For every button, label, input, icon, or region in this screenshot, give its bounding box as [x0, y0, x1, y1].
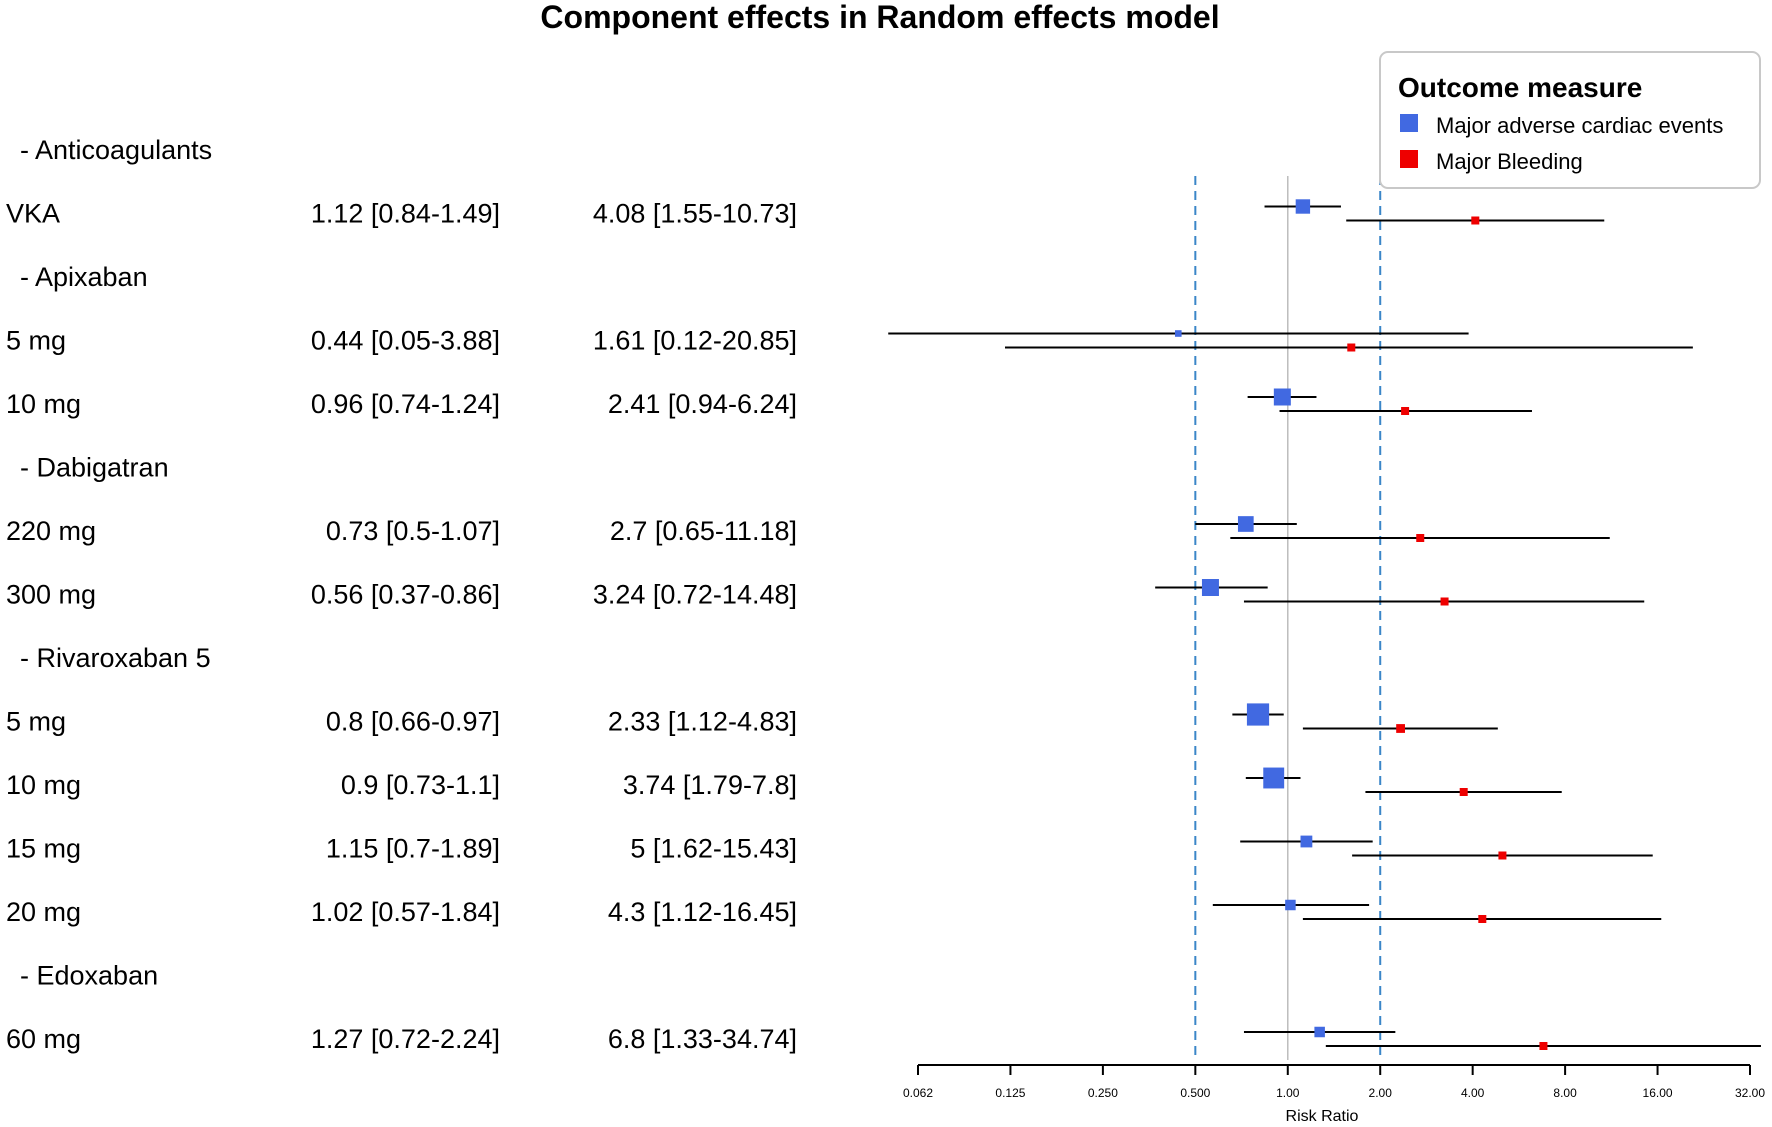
bleeding-estimate-text: 5 [1.62-15.43]	[630, 834, 797, 864]
mace-point	[1273, 388, 1291, 406]
forest-rows: - Anticoagulants VKA 1.12 [0.84-1.49] 4.08 …	[6, 135, 1761, 1054]
legend: Outcome measure Major adverse cardiac ev…	[1379, 51, 1761, 189]
mace-point	[1201, 579, 1219, 596]
bleeding-point	[1471, 216, 1480, 225]
mace-estimate-text: 1.15 [0.7-1.89]	[326, 834, 500, 864]
row-label: 10 mg	[6, 389, 81, 419]
legend-label-mace: Major adverse cardiac events	[1436, 113, 1723, 138]
bleeding-point	[1401, 407, 1410, 415]
mace-estimate-text: 0.8 [0.66-0.97]	[326, 707, 500, 737]
bleeding-point	[1396, 724, 1405, 733]
mace-estimate-text: 0.44 [0.05-3.88]	[311, 326, 500, 356]
bleeding-estimate-text: 2.7 [0.65-11.18]	[610, 516, 797, 546]
mace-point	[1174, 330, 1182, 337]
mace-point	[1246, 703, 1270, 726]
x-tick-label: 0.250	[1088, 1086, 1118, 1100]
chart-title: Component effects in Random effects mode…	[540, 0, 1219, 35]
legend-swatch-mace	[1400, 114, 1418, 132]
x-axis-title: Risk Ratio	[1286, 1108, 1359, 1125]
row-label: 5 mg	[6, 326, 66, 356]
legend-title: Outcome measure	[1398, 72, 1642, 103]
bleeding-estimate-text: 1.61 [0.12-20.85]	[593, 326, 797, 356]
row-label: 60 mg	[6, 1024, 81, 1054]
bleeding-point	[1459, 788, 1468, 796]
bleeding-estimate-text: 2.41 [0.94-6.24]	[608, 389, 797, 419]
row-label: 20 mg	[6, 897, 81, 927]
x-tick-label: 0.062	[903, 1086, 933, 1100]
x-tick-label: 2.00	[1369, 1086, 1393, 1100]
mace-point	[1295, 199, 1311, 214]
bleeding-point	[1478, 915, 1487, 923]
x-axis: 0.062 0.125 0.250 0.500 1.00 2.00 4.00 8.00 16.0…	[903, 1064, 1765, 1100]
mace-estimate-text: 1.12 [0.84-1.49]	[311, 199, 500, 229]
mace-point	[1263, 767, 1285, 789]
mace-estimate-text: 1.02 [0.57-1.84]	[311, 897, 500, 927]
x-tick-label: 32.00	[1735, 1086, 1765, 1100]
bleeding-point	[1440, 597, 1449, 606]
bleeding-estimate-text: 6.8 [1.33-34.74]	[608, 1024, 797, 1054]
mace-estimate-text: 0.96 [0.74-1.24]	[311, 389, 500, 419]
row-label: 10 mg	[6, 770, 81, 800]
mace-point	[1237, 516, 1254, 532]
row-label: VKA	[6, 199, 60, 229]
row-label: 15 mg	[6, 834, 81, 864]
mace-estimate-text: 0.73 [0.5-1.07]	[326, 516, 500, 546]
legend-swatch-bleeding	[1400, 150, 1418, 168]
mace-point	[1285, 899, 1296, 911]
bleeding-estimate-text: 3.74 [1.79-7.8]	[623, 770, 797, 800]
x-tick-label: 1.00	[1276, 1086, 1300, 1100]
bleeding-point	[1347, 343, 1356, 352]
mace-point	[1300, 835, 1313, 848]
x-tick-label: 16.00	[1643, 1086, 1673, 1100]
bleeding-estimate-text: 4.08 [1.55-10.73]	[593, 199, 797, 229]
mace-estimate-text: 0.56 [0.37-0.86]	[311, 580, 500, 610]
group-header: - Dabigatran	[20, 453, 169, 483]
x-tick-label: 0.125	[995, 1086, 1025, 1100]
bleeding-point	[1539, 1042, 1548, 1050]
group-header: - Anticoagulants	[20, 135, 212, 165]
mace-estimate-text: 0.9 [0.73-1.1]	[341, 770, 500, 800]
mace-point	[1314, 1026, 1325, 1038]
bleeding-estimate-text: 4.3 [1.12-16.45]	[608, 897, 797, 927]
bleeding-estimate-text: 3.24 [0.72-14.48]	[593, 580, 797, 610]
row-label: 300 mg	[6, 580, 96, 610]
bleeding-point	[1498, 851, 1507, 860]
group-header: - Apixaban	[20, 262, 148, 292]
reference-lines	[1194, 176, 1382, 1060]
x-tick-label: 4.00	[1461, 1086, 1485, 1100]
bleeding-estimate-text: 2.33 [1.12-4.83]	[608, 707, 797, 737]
group-header: - Edoxaban	[20, 961, 158, 991]
legend-box	[1379, 51, 1761, 189]
group-header: - Rivaroxaban 5	[20, 643, 211, 673]
legend-label-bleeding: Major Bleeding	[1436, 149, 1583, 174]
x-tick-label: 8.00	[1553, 1086, 1577, 1100]
mace-estimate-text: 1.27 [0.72-2.24]	[311, 1024, 500, 1054]
x-tick-label: 0.500	[1180, 1086, 1210, 1100]
row-label: 5 mg	[6, 707, 66, 737]
row-label: 220 mg	[6, 516, 96, 546]
bleeding-point	[1416, 534, 1425, 542]
